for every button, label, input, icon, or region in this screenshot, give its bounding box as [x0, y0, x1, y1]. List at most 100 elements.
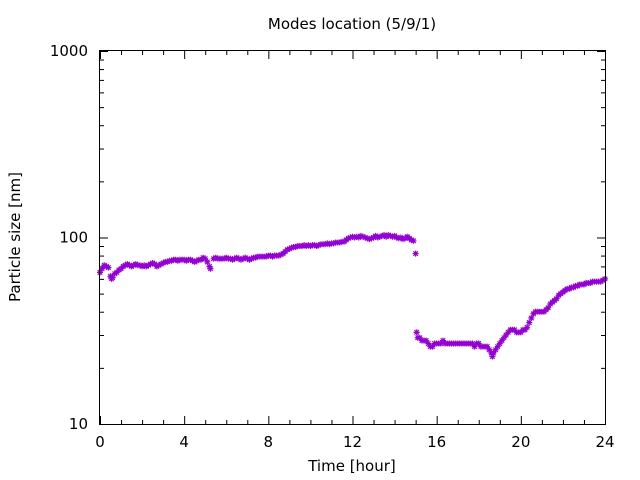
data-point [496, 340, 503, 347]
data-point [364, 235, 371, 242]
data-point [233, 254, 240, 261]
data-point [408, 236, 415, 243]
data-point [113, 269, 120, 276]
data-point [353, 233, 360, 240]
data-point [153, 263, 160, 270]
data-point [275, 252, 282, 259]
data-point [136, 262, 143, 269]
data-point [139, 263, 146, 270]
data-point [105, 264, 112, 271]
data-point [511, 326, 518, 333]
y-tick-label: 100 [59, 229, 88, 247]
data-point [301, 242, 308, 249]
data-point [277, 251, 284, 258]
y-tick-label: 10 [69, 415, 88, 433]
data-point [492, 346, 499, 353]
x-axis-ticks: 0 4 8 12 16 20 24 [95, 51, 615, 451]
x-tick-label: 24 [595, 433, 614, 451]
data-point [368, 235, 375, 242]
data-point [286, 245, 293, 252]
data-point [299, 243, 305, 250]
data-point [193, 257, 200, 264]
data-point [494, 343, 501, 350]
data-point [160, 259, 167, 266]
data-point [141, 262, 148, 269]
data-point [517, 329, 524, 336]
data-point [484, 343, 491, 350]
data-point [206, 263, 213, 270]
data-point [526, 319, 533, 326]
data-point [376, 233, 383, 240]
data-point [437, 340, 444, 347]
data-point [393, 234, 400, 241]
data-point [498, 337, 505, 344]
data-point [183, 257, 190, 264]
data-point [410, 237, 417, 244]
data-point [130, 262, 137, 269]
data-point [191, 258, 198, 265]
data-point [522, 326, 529, 333]
data-point [362, 234, 369, 241]
data-point [231, 255, 238, 262]
data-point [200, 254, 207, 261]
data-point [248, 255, 255, 262]
data-point [149, 259, 156, 266]
data-point [242, 254, 249, 261]
data-point [207, 265, 214, 272]
data-point [109, 274, 116, 281]
data-point [360, 233, 367, 240]
x-tick-label: 4 [179, 433, 189, 451]
data-point [326, 241, 333, 248]
data-point [412, 250, 419, 257]
data-point [115, 266, 122, 273]
data-point [155, 262, 162, 269]
data-point [324, 240, 331, 247]
data-point [469, 340, 476, 347]
x-tick-label: 16 [427, 433, 446, 451]
data-point [528, 315, 535, 322]
x-axis-label: Time [hour] [307, 457, 396, 475]
data-point [229, 256, 236, 263]
data-point [389, 233, 396, 240]
data-point [311, 242, 318, 249]
data-point [315, 242, 322, 249]
data-point [187, 256, 194, 263]
data-point [103, 263, 110, 270]
chart-title: Modes location (5/9/1) [268, 15, 436, 33]
data-point [267, 252, 274, 259]
data-point [429, 343, 436, 350]
data-point [269, 253, 276, 260]
data-point [505, 329, 512, 336]
data-point [413, 329, 420, 336]
x-tick-label: 20 [511, 433, 530, 451]
data-point [143, 263, 150, 270]
data-point [126, 262, 133, 269]
data-point [303, 243, 310, 250]
data-point [235, 255, 242, 262]
data-point [385, 232, 392, 239]
data-point [347, 234, 354, 241]
data-point [124, 261, 131, 268]
x-tick-label: 0 [95, 433, 105, 451]
data-point [400, 236, 406, 243]
data-point [168, 257, 175, 264]
data-point [322, 241, 329, 248]
y-axis-ticks: 10 100 1000 [50, 42, 605, 433]
data-point [378, 232, 385, 239]
data-point [357, 232, 364, 239]
plot-frame [99, 50, 606, 425]
data-point [240, 255, 247, 262]
data-point [351, 234, 358, 241]
data-point [158, 261, 165, 268]
data-point [210, 255, 217, 262]
data-point [284, 246, 291, 253]
data-point [545, 304, 552, 311]
data-point [181, 256, 188, 263]
data-point [366, 236, 373, 243]
data-point [387, 232, 394, 239]
data-point [221, 255, 228, 262]
data-point [425, 340, 432, 347]
data-point [101, 262, 108, 269]
